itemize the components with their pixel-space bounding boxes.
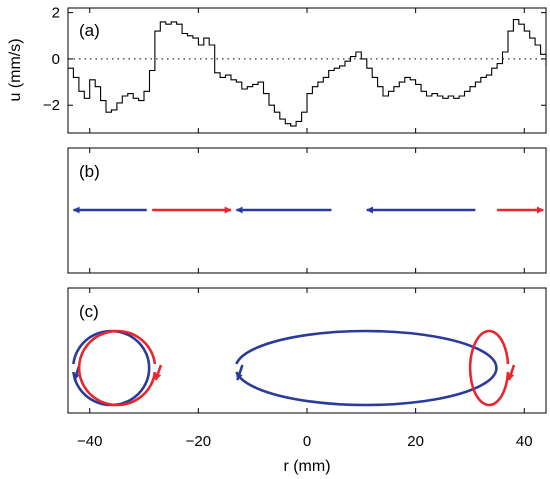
- x-tick-label: −20: [186, 433, 211, 450]
- panel-c: (c) −40 −20 0 20 40 r (mm): [67, 287, 547, 475]
- circulation-arrowhead-blue: [236, 364, 244, 381]
- x-tick-label: 20: [407, 433, 424, 450]
- circulation-cell-red: [77, 329, 157, 407]
- panel-a-frame: [67, 7, 547, 134]
- circulation-cells: [72, 329, 516, 407]
- x-axis: −40 −20 0 20 40: [77, 288, 533, 450]
- circulation-arrowhead-red: [154, 364, 163, 381]
- x-tick-label: −40: [77, 433, 102, 450]
- velocity-series-line: [68, 19, 547, 127]
- x-axis-label: r (mm): [283, 458, 330, 475]
- y-tick-label: 0: [52, 51, 60, 68]
- y-tick-label: −2: [43, 97, 60, 114]
- circulation-cell-blue: [235, 329, 498, 407]
- panel-a-label: (a): [79, 21, 100, 40]
- panel-a: (a) −2 0 2 u (mm/s): [7, 5, 547, 273]
- circulation-cell-blue: [72, 329, 151, 407]
- panel-b-label: (b): [79, 162, 100, 181]
- panel-c-label: (c): [79, 302, 99, 321]
- circulation-cell-red: [468, 329, 510, 407]
- y-axis-label: u (mm/s): [7, 38, 24, 101]
- panel-a-y-axis: −2 0 2: [43, 5, 546, 273]
- panel-b-frame: [67, 147, 547, 274]
- panel-b: (b): [67, 147, 547, 274]
- circulation-arrowhead-red: [507, 364, 516, 381]
- y-tick-label: 2: [52, 5, 60, 22]
- x-tick-label: 40: [516, 433, 533, 450]
- x-tick-label: 0: [303, 433, 311, 450]
